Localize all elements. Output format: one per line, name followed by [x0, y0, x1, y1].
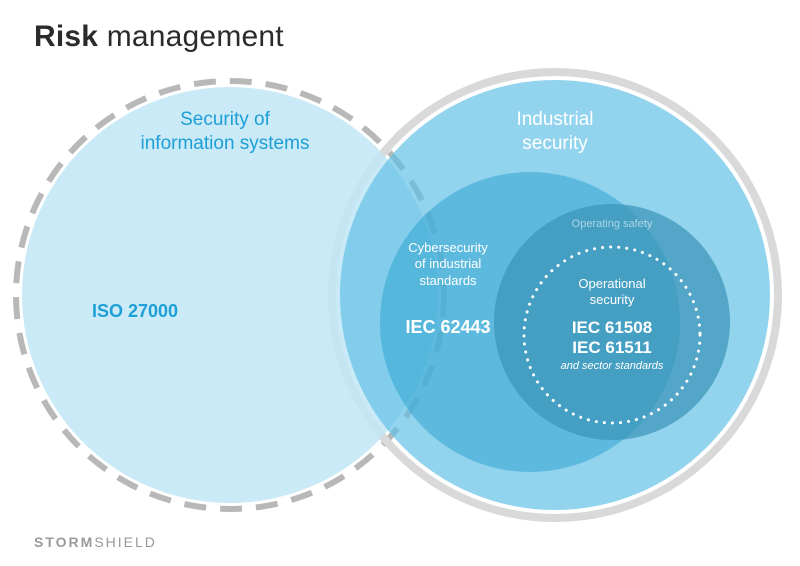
operating-safety-label: Operating safety [462, 218, 762, 232]
diagram-stage: Risk management Security of information … [0, 0, 800, 566]
brand-light: SHIELD [94, 534, 157, 550]
brand-wordmark: STORMSHIELD [34, 534, 157, 550]
iec-sector-sub: and sector standards [462, 360, 762, 374]
iso-27000-label: ISO 27000 [0, 300, 285, 323]
security-info-label: Security of information systems [75, 108, 375, 156]
industrial-label: Industrial security [405, 108, 705, 156]
iec-inner-standards: IEC 61508 IEC 61511 [462, 318, 762, 359]
operational-security-label: Operational security [462, 276, 762, 309]
brand-bold: STORM [34, 534, 94, 550]
